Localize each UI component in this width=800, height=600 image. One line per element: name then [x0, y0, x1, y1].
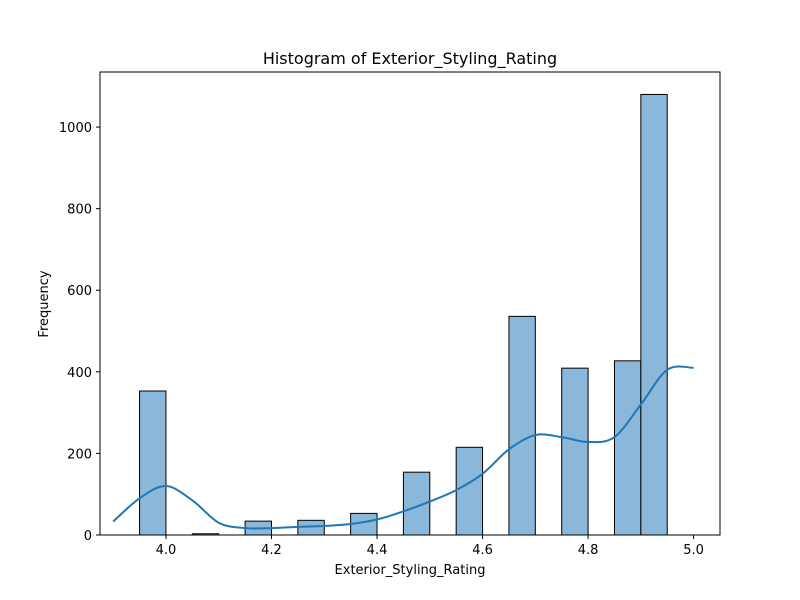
histogram-bar	[139, 390, 167, 536]
x-tick-label: 4.2	[261, 543, 282, 558]
y-tick-label: 1000	[59, 121, 92, 136]
x-tick-label: 4.4	[367, 543, 388, 558]
chart-title: Histogram of Exterior_Styling_Rating	[263, 49, 557, 69]
y-tick-label: 800	[67, 203, 92, 218]
y-tick-label: 400	[67, 366, 92, 381]
x-tick-label: 4.0	[156, 543, 177, 558]
histogram-bar	[508, 315, 536, 536]
y-tick-label: 600	[67, 284, 92, 299]
y-tick-label: 200	[67, 447, 92, 462]
histogram-bar	[640, 93, 668, 536]
bars-group	[139, 93, 668, 536]
x-axis-ticks: 4.0 4.2 4.4 4.6 4.8 5.0	[156, 535, 704, 558]
histogram-bar	[455, 446, 484, 536]
histogram-bar	[613, 360, 642, 536]
kde-line	[112, 365, 694, 530]
y-axis-ticks: 0 200 400 600 800 1000	[59, 121, 100, 544]
x-tick-label: 4.6	[472, 543, 493, 558]
y-tick-label: 0	[84, 529, 92, 544]
x-axis-label: Exterior_Styling_Rating	[335, 563, 486, 578]
x-tick-label: 4.8	[578, 543, 599, 558]
axes-frame	[99, 71, 721, 536]
y-axis-label: Frequency	[37, 270, 52, 337]
x-tick-label: 5.0	[683, 543, 704, 558]
histogram-bar	[561, 367, 589, 536]
